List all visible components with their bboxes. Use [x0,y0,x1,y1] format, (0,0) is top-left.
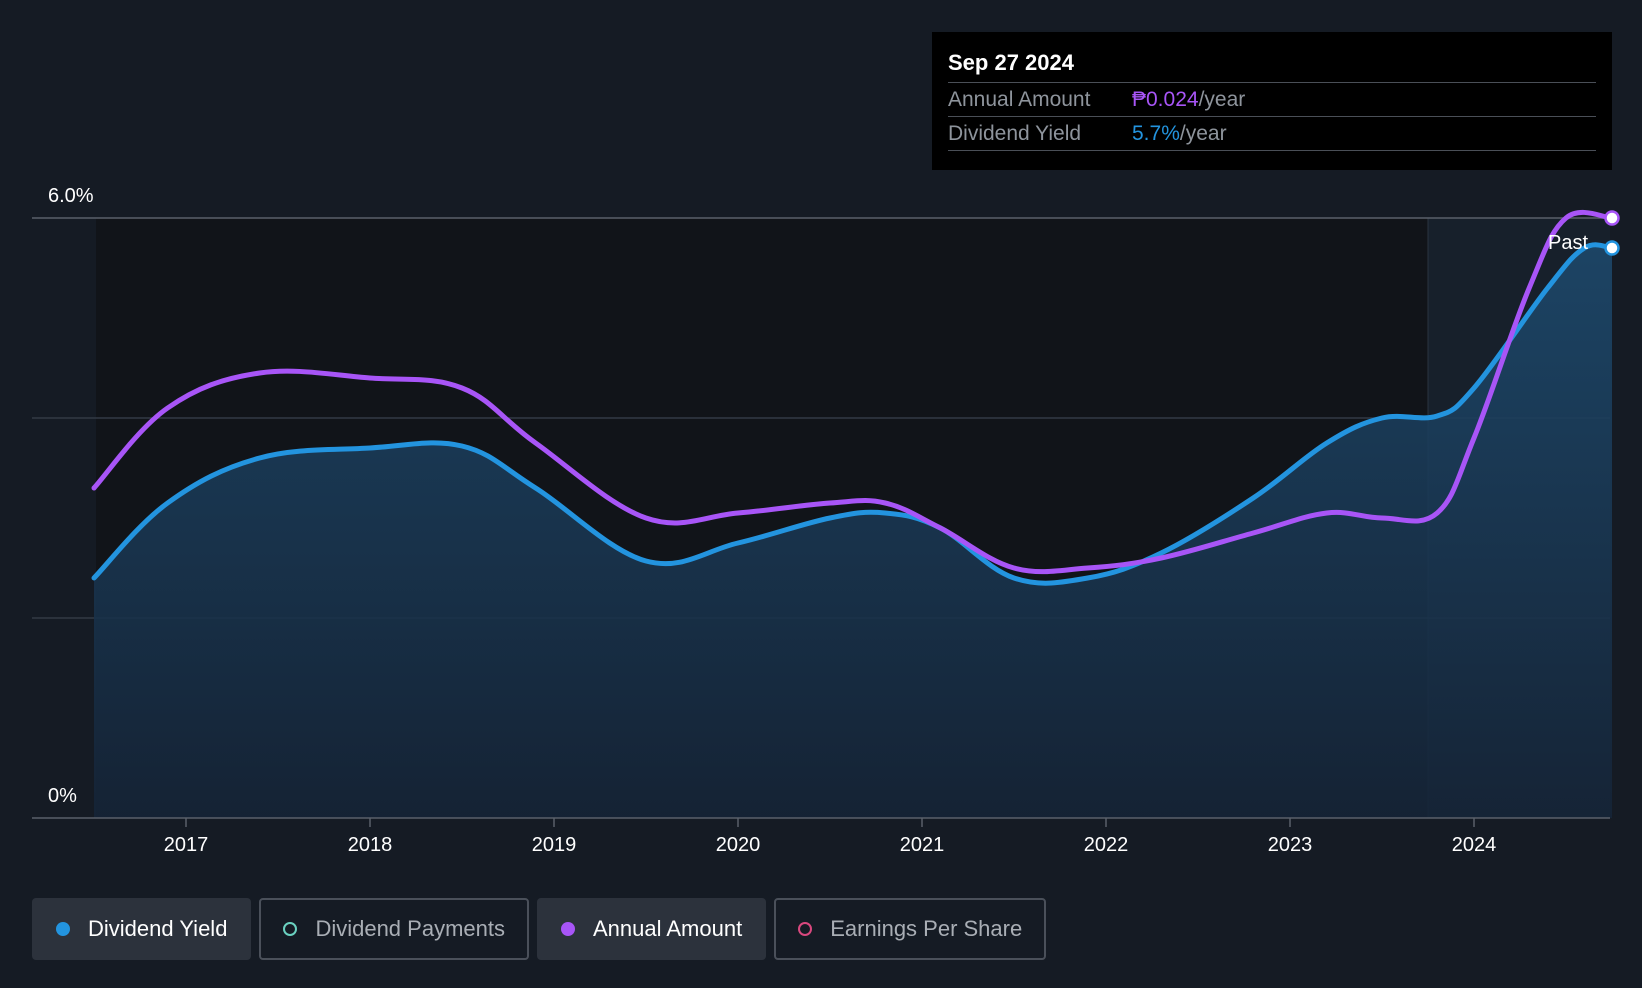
legend-dot-icon [283,922,298,936]
tooltip-date: Sep 27 2024 [948,50,1074,75]
tooltip-value: 5.7% [1132,122,1180,145]
x-tick-label: 2018 [348,834,393,856]
legend-label: Annual Amount [592,916,743,941]
legend-label: Dividend Payments [315,916,505,941]
x-axis: 2017 2018 2019 2020 2021 2022 2023 2024 [32,817,1610,856]
tooltip-row-annual-amount: Annual Amount ₱0.024 /year [948,82,1596,116]
tooltip-unit: /year [1198,88,1246,111]
tooltip-unit: /year [1179,122,1227,145]
legend-dot-icon [560,922,575,936]
x-tick-label: 2022 [1084,834,1129,856]
legend-label: Dividend Yield [88,916,228,941]
legend: Dividend Yield Dividend Payments Annual … [32,898,1054,960]
legend-dot-icon [56,922,70,936]
y-axis-label-min: 0% [48,785,77,807]
y-axis-label-max: 6.0% [48,185,94,207]
dividend-yield-area [94,244,1612,819]
x-tick-label: 2019 [532,834,577,856]
tooltip-label: Annual Amount [948,88,1091,111]
legend-earnings-per-share-button[interactable]: Earnings Per Share [774,898,1047,960]
legend-annual-amount-button[interactable]: Annual Amount [536,898,767,960]
tooltip: Sep 27 2024 Annual Amount ₱0.024 /year D… [932,32,1612,170]
legend-label: Earnings Per Share [830,916,1023,941]
tooltip-value: ₱0.024 [1132,88,1199,111]
x-tick-label: 2023 [1268,834,1313,856]
tooltip-row-dividend-yield: Dividend Yield 5.7% /year [948,116,1596,151]
x-tick-label: 2021 [900,834,945,856]
line-layer [91,209,1620,586]
x-tick-label: 2020 [716,834,761,856]
x-tick-label: 2017 [164,834,209,856]
legend-dot-icon [798,922,813,936]
tooltip-label: Dividend Yield [948,122,1082,145]
annual-amount-line [91,209,1615,575]
dividend-yield-end-marker [1604,240,1620,256]
area-layer [94,244,1612,819]
x-tick-label: 2024 [1452,834,1497,856]
legend-dividend-yield-button[interactable]: Dividend Yield [32,898,252,960]
annual-amount-end-marker [1604,210,1620,226]
legend-dividend-payments-button[interactable]: Dividend Payments [259,898,529,960]
past-label: Past [1548,232,1588,254]
